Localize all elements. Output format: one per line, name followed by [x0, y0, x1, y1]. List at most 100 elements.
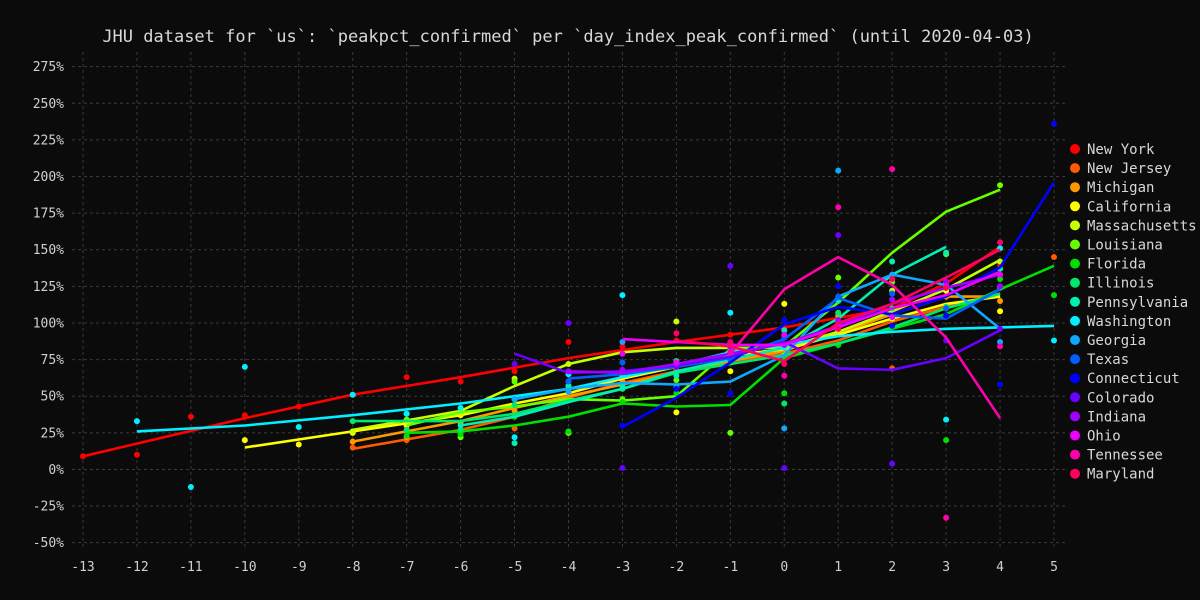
data-point	[673, 359, 680, 366]
x-tick-label: -11	[179, 560, 202, 575]
data-point	[781, 331, 788, 338]
legend-label: New York	[1087, 142, 1155, 158]
legend-swatch	[1070, 163, 1080, 174]
x-tick-label: -12	[125, 560, 148, 575]
data-point	[943, 514, 950, 521]
data-point	[349, 391, 356, 398]
x-tick-label: 2	[888, 560, 896, 575]
y-tick-label: 50%	[41, 390, 65, 405]
data-point	[835, 274, 842, 281]
legend-swatch	[1070, 258, 1080, 269]
series-louisiana	[403, 182, 1004, 441]
data-point	[457, 404, 464, 411]
legend-item: Washington	[1070, 314, 1171, 330]
legend-item: Florida	[1070, 257, 1146, 273]
data-point	[889, 314, 896, 321]
data-point	[511, 378, 518, 385]
x-tick-label: -2	[669, 560, 685, 575]
legend-swatch	[1070, 277, 1080, 288]
legend-item: Michigan	[1070, 180, 1154, 196]
legend-label: Tennessee	[1087, 448, 1163, 464]
data-point	[727, 349, 734, 356]
data-point	[673, 372, 680, 379]
data-point	[943, 416, 950, 423]
data-point	[349, 428, 356, 435]
data-point	[1051, 120, 1057, 127]
legend-label: Indiana	[1087, 409, 1146, 425]
legend-label: New Jersey	[1087, 161, 1171, 177]
x-tick-label: -3	[615, 560, 631, 575]
data-point	[403, 374, 410, 381]
series-maryland	[673, 239, 1004, 367]
legend-item: Maryland	[1070, 467, 1154, 483]
legend-label: Louisiana	[1087, 238, 1163, 254]
legend-swatch	[1070, 335, 1080, 345]
x-tick-label: 5	[1050, 560, 1058, 575]
legend-item: New Jersey	[1070, 161, 1171, 177]
series-line	[82, 245, 1001, 458]
legend-item: Massachusetts	[1070, 218, 1197, 234]
data-point	[511, 440, 518, 447]
series-pennsylvania	[457, 245, 1004, 447]
y-tick-label: 200%	[33, 170, 64, 185]
legend-item: Pennsylvania	[1070, 295, 1188, 311]
data-point	[349, 418, 356, 425]
legend-swatch	[1070, 239, 1080, 250]
x-tick-label: -1	[723, 560, 739, 575]
data-point	[781, 390, 788, 397]
data-point	[943, 284, 950, 291]
data-point	[943, 305, 950, 312]
legend-item: Tennessee	[1070, 448, 1163, 464]
data-point	[403, 410, 410, 417]
data-point	[889, 258, 896, 265]
data-point	[781, 464, 788, 471]
series-tennessee	[727, 166, 1004, 521]
data-point	[619, 422, 626, 429]
data-point	[835, 204, 842, 211]
legend-label: Texas	[1087, 352, 1129, 368]
legend-label: Pennsylvania	[1087, 295, 1188, 311]
data-point	[673, 330, 680, 337]
axes: -13 -12 -11 -10 -9 -8 -7 -6 -5 -4 -3 -2 -1 0 1 2 3 4 5-50%…	[33, 60, 1058, 575]
data-point	[133, 451, 140, 458]
legend-label: Ohio	[1087, 429, 1121, 445]
data-point	[997, 339, 1004, 346]
legend-item: New York	[1070, 142, 1155, 158]
data-point	[997, 283, 1004, 290]
legend-label: Washington	[1087, 314, 1171, 330]
data-point	[889, 271, 896, 278]
x-tick-label: 3	[942, 560, 950, 575]
data-point	[241, 412, 248, 419]
data-point	[997, 381, 1004, 388]
data-point	[727, 339, 734, 346]
data-point	[835, 309, 842, 316]
legend-label: Illinois	[1087, 276, 1154, 292]
y-tick-label: 275%	[33, 60, 64, 75]
data-point	[781, 317, 788, 324]
data-point	[511, 401, 518, 408]
data-point	[565, 378, 572, 385]
x-tick-label: -5	[507, 560, 523, 575]
series-indiana	[565, 273, 1004, 375]
data-point	[889, 290, 896, 297]
legend-label: Georgia	[1087, 333, 1146, 349]
x-tick-label: 4	[996, 560, 1004, 575]
data-point	[835, 293, 842, 300]
data-point	[889, 166, 896, 173]
legend-label: Connecticut	[1087, 371, 1180, 387]
legend-swatch	[1070, 449, 1080, 460]
y-tick-label: 150%	[33, 243, 64, 258]
data-point	[241, 363, 248, 370]
legend-swatch	[1070, 220, 1080, 231]
legend-item: Ohio	[1070, 429, 1121, 445]
data-point	[457, 431, 464, 438]
data-point	[295, 441, 302, 448]
data-point	[673, 377, 680, 384]
y-tick-label: 75%	[41, 353, 65, 368]
data-point	[781, 372, 788, 379]
series-line	[406, 188, 1001, 427]
x-tick-label: -7	[399, 560, 415, 575]
data-point	[835, 325, 842, 332]
